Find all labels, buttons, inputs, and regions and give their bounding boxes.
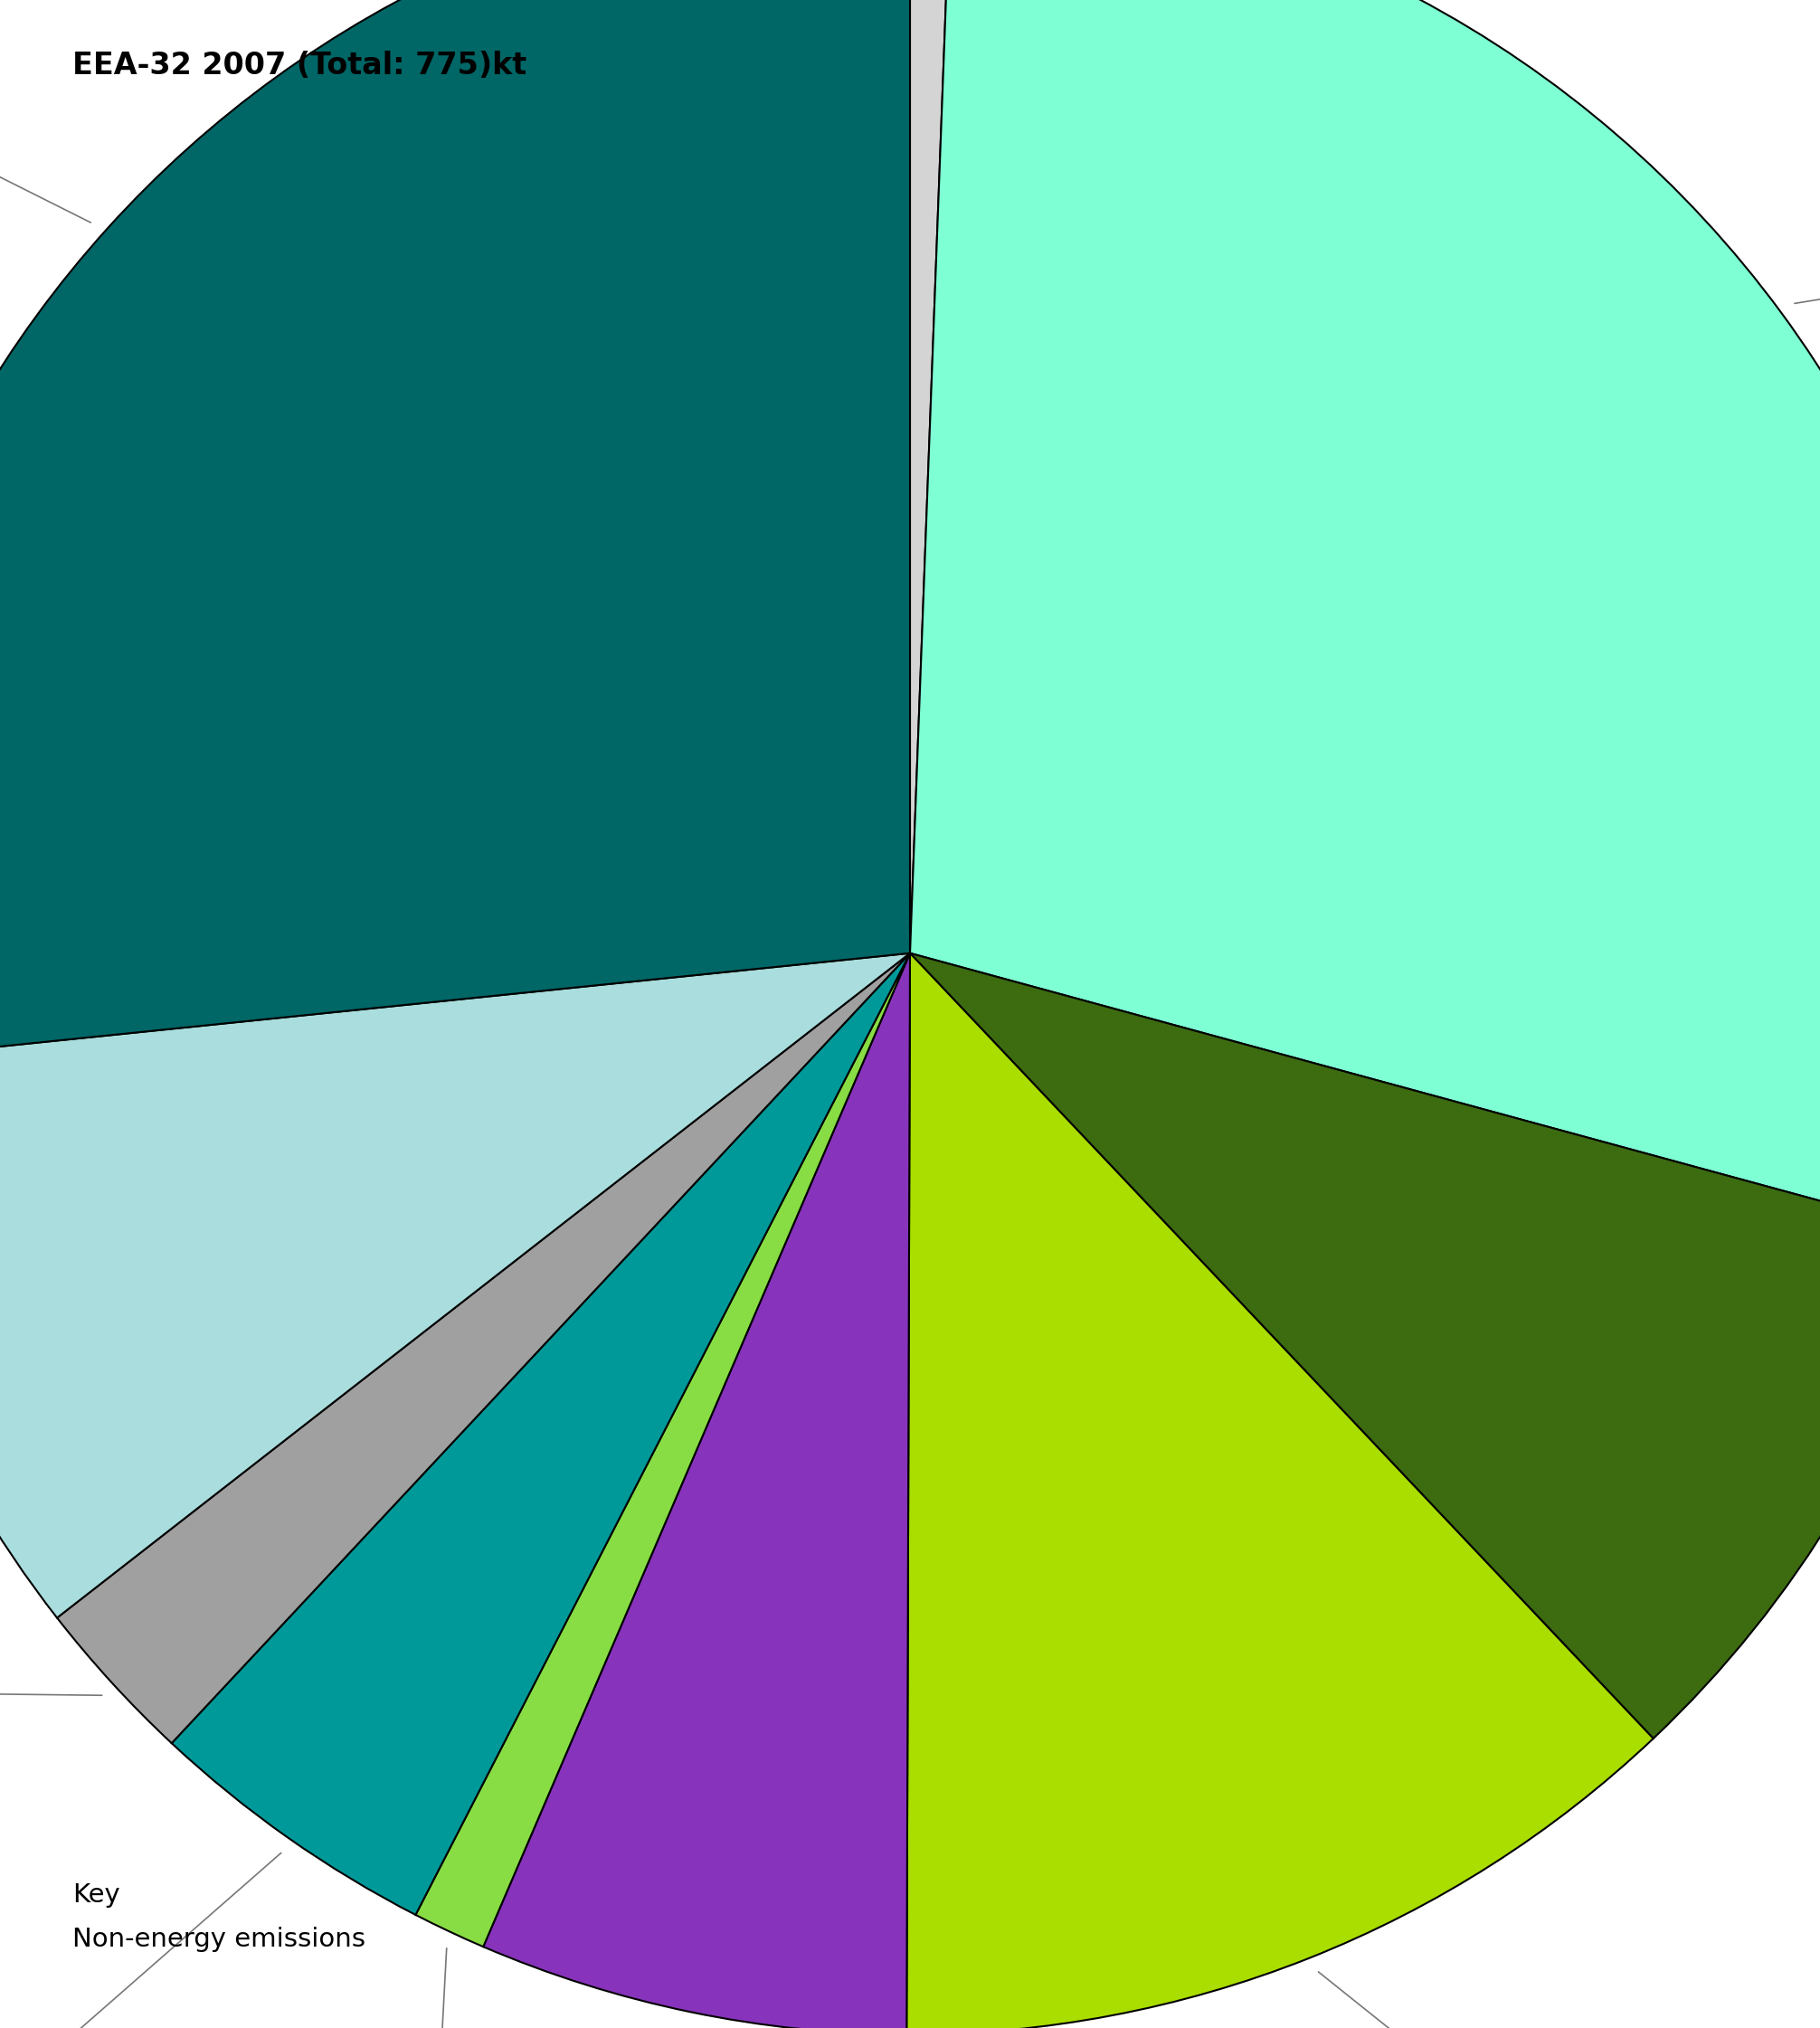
Wedge shape: [171, 953, 910, 1914]
Text: Energy
industries
28.6%: Energy industries 28.6%: [1795, 49, 1820, 304]
Text: EEA-32 2007 (Total: 775)kt: EEA-32 2007 (Total: 775)kt: [73, 51, 528, 81]
Wedge shape: [0, 0, 910, 1063]
Text: Non-energy emissions: Non-energy emissions: [73, 1927, 366, 1951]
Wedge shape: [0, 953, 910, 1618]
Text: Road
transport
12.1%: Road transport 12.1%: [1318, 1971, 1820, 2028]
Text: Agriculture
26.6%: Agriculture 26.6%: [0, 0, 91, 223]
Text: Fugitive
emissions
1.1%: Fugitive emissions 1.1%: [320, 1949, 446, 2028]
Wedge shape: [910, 0, 1820, 1237]
Text: Key: Key: [73, 1882, 120, 1906]
Wedge shape: [906, 953, 1653, 2028]
Wedge shape: [910, 953, 1820, 1738]
Wedge shape: [56, 953, 910, 1744]
Wedge shape: [484, 953, 910, 2028]
Wedge shape: [910, 0, 950, 953]
Text: Household
and services
4.4%: Household and services 4.4%: [0, 1854, 280, 2028]
Wedge shape: [415, 953, 910, 1947]
Text: Industrial
processes
2.5%: Industrial processes 2.5%: [0, 1641, 102, 1718]
